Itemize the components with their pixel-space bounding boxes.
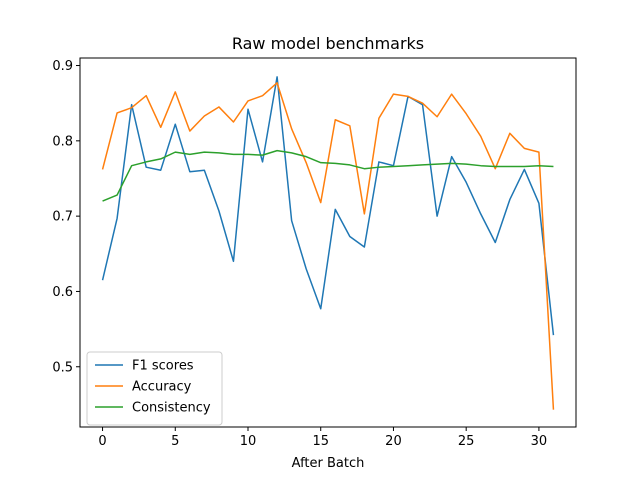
legend-label: Accuracy xyxy=(132,380,192,395)
series-line-f1-scores xyxy=(101,76,555,336)
x-tick-label: 10 xyxy=(240,434,257,449)
y-axis: 0.5 0.6 0.7 0.8 0.9 xyxy=(52,59,80,375)
x-tick-label: 30 xyxy=(531,434,548,449)
legend-label: Consistency xyxy=(132,401,211,416)
y-tick-label: 0.6 xyxy=(52,285,73,300)
series-layer xyxy=(101,76,555,410)
x-tick-label: 20 xyxy=(385,434,402,449)
series-line-consistency xyxy=(102,149,554,202)
x-tick-label: 5 xyxy=(171,434,179,449)
y-tick-label: 0.8 xyxy=(52,134,73,149)
x-tick-label: 15 xyxy=(312,434,329,449)
y-tick-label: 0.7 xyxy=(52,210,73,225)
axes-frame xyxy=(79,57,577,428)
x-axis: 0 5 10 15 20 25 30 xyxy=(98,427,547,449)
legend: F1 scores Accuracy Consistency xyxy=(86,351,223,426)
y-tick-label: 0.5 xyxy=(52,360,73,375)
legend-label: F1 scores xyxy=(132,359,194,374)
x-tick-label: 0 xyxy=(98,434,106,449)
chart-title: Raw model benchmarks xyxy=(232,34,424,53)
series-line-accuracy xyxy=(101,82,555,410)
y-tick-label: 0.9 xyxy=(52,59,73,74)
x-tick-label: 25 xyxy=(458,434,475,449)
x-axis-title: After Batch xyxy=(292,456,365,471)
